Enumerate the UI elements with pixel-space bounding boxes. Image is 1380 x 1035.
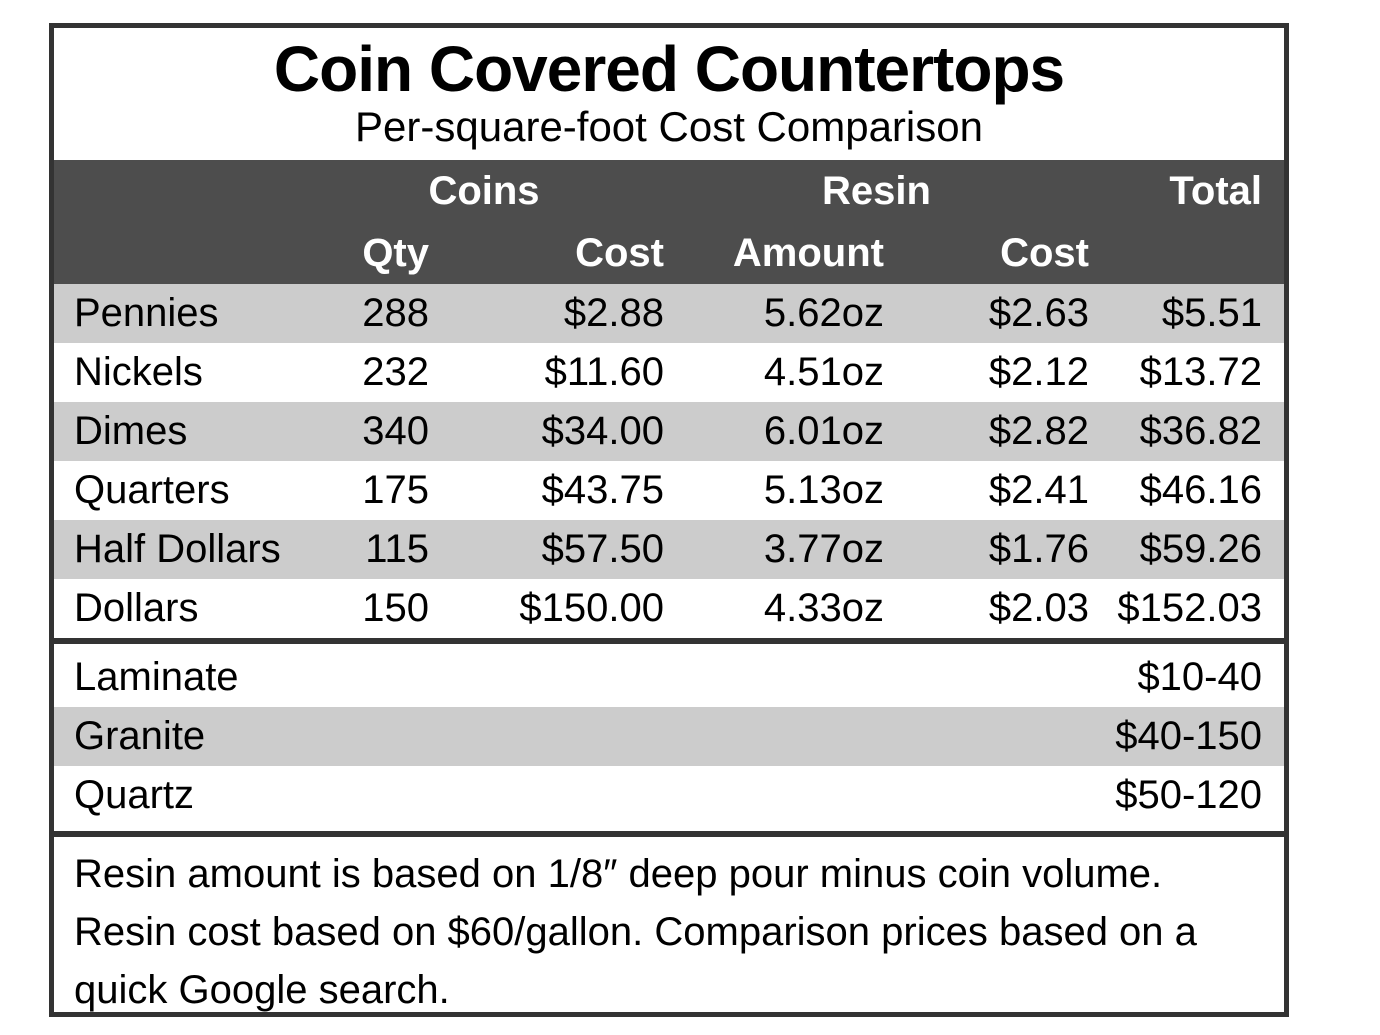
- qty-value: 175: [304, 461, 429, 520]
- qty-value: 232: [304, 343, 429, 402]
- table-row-dollars: Dollars 150 $150.00 4.33oz $2.03 $152.03: [54, 579, 1284, 638]
- table-row-half-dollars: Half Dollars 115 $57.50 3.77oz $1.76 $59…: [54, 520, 1284, 579]
- column-header-amount: Amount: [664, 222, 884, 284]
- group-header-spacer: [54, 160, 304, 222]
- total-value: $152.03: [1089, 579, 1284, 638]
- resin-amount-value: 5.62oz: [664, 284, 884, 343]
- qty-value: 150: [304, 579, 429, 638]
- resin-amount-value: 5.13oz: [664, 461, 884, 520]
- table-header: Coins Resin Total Qty Cost Amount Cost: [54, 160, 1284, 284]
- total-value: $13.72: [1089, 343, 1284, 402]
- sub-header-total-spacer: [1089, 222, 1284, 284]
- sub-header-row: Qty Cost Amount Cost: [54, 222, 1284, 284]
- column-header-resin-cost: Cost: [884, 222, 1089, 284]
- comparison-row-quartz: Quartz $50-120: [54, 766, 1284, 825]
- row-label: Dimes: [54, 402, 304, 461]
- coin-cost-value: $34.00: [429, 402, 664, 461]
- comparison-label: Granite: [54, 707, 669, 766]
- row-label: Pennies: [54, 284, 304, 343]
- resin-cost-value: $2.03: [884, 579, 1089, 638]
- resin-cost-value: $2.82: [884, 402, 1089, 461]
- resin-cost-value: $1.76: [884, 520, 1089, 579]
- qty-value: 340: [304, 402, 429, 461]
- page-subtitle: Per-square-foot Cost Comparison: [355, 103, 983, 150]
- coin-cost-value: $11.60: [429, 343, 664, 402]
- comparison-price-range: $10-40: [669, 648, 1284, 707]
- row-label: Nickels: [54, 343, 304, 402]
- comparison-label: Laminate: [54, 648, 669, 707]
- resin-amount-value: 4.33oz: [664, 579, 884, 638]
- comparison-price-range: $50-120: [669, 766, 1284, 825]
- column-header-coin-cost: Cost: [429, 222, 664, 284]
- resin-cost-value: $2.12: [884, 343, 1089, 402]
- resin-amount-value: 3.77oz: [664, 520, 884, 579]
- resin-cost-value: $2.63: [884, 284, 1089, 343]
- footnote: Resin amount is based on 1/8″ deep pour …: [54, 831, 1284, 1012]
- qty-value: 115: [304, 520, 429, 579]
- column-header-qty: Qty: [304, 222, 429, 284]
- comparison-label: Quartz: [54, 766, 669, 825]
- table-row-dimes: Dimes 340 $34.00 6.01oz $2.82 $36.82: [54, 402, 1284, 461]
- table-row-quarters: Quarters 175 $43.75 5.13oz $2.41 $46.16: [54, 461, 1284, 520]
- title-section: Coin Covered Countertops Per-square-foot…: [54, 28, 1284, 160]
- comparison-table: Laminate $10-40 Granite $40-150 Quartz $…: [54, 648, 1284, 825]
- row-label: Quarters: [54, 461, 304, 520]
- group-header-total: Total: [1089, 160, 1284, 222]
- comparison-row-laminate: Laminate $10-40: [54, 648, 1284, 707]
- table-row-nickels: Nickels 232 $11.60 4.51oz $2.12 $13.72: [54, 343, 1284, 402]
- table-row-pennies: Pennies 288 $2.88 5.62oz $2.63 $5.51: [54, 284, 1284, 343]
- coin-cost-table: Coins Resin Total Qty Cost Amount Cost P…: [54, 160, 1284, 638]
- total-value: $36.82: [1089, 402, 1284, 461]
- page-title: Coin Covered Countertops: [273, 33, 1065, 105]
- comparison-section: Laminate $10-40 Granite $40-150 Quartz $…: [54, 638, 1284, 831]
- comparison-price-range: $40-150: [669, 707, 1284, 766]
- comparison-row-granite: Granite $40-150: [54, 707, 1284, 766]
- total-value: $5.51: [1089, 284, 1284, 343]
- coin-cost-value: $57.50: [429, 520, 664, 579]
- group-header-row: Coins Resin Total: [54, 160, 1284, 222]
- coin-cost-value: $43.75: [429, 461, 664, 520]
- resin-amount-value: 4.51oz: [664, 343, 884, 402]
- cost-comparison-card: Coin Covered Countertops Per-square-foot…: [49, 23, 1289, 1017]
- row-label: Dollars: [54, 579, 304, 638]
- coin-cost-value: $150.00: [429, 579, 664, 638]
- group-header-coins: Coins: [304, 160, 664, 222]
- total-value: $46.16: [1089, 461, 1284, 520]
- row-label: Half Dollars: [54, 520, 304, 579]
- sub-header-spacer: [54, 222, 304, 284]
- total-value: $59.26: [1089, 520, 1284, 579]
- resin-cost-value: $2.41: [884, 461, 1089, 520]
- coin-cost-value: $2.88: [429, 284, 664, 343]
- qty-value: 288: [304, 284, 429, 343]
- resin-amount-value: 6.01oz: [664, 402, 884, 461]
- group-header-resin: Resin: [664, 160, 1089, 222]
